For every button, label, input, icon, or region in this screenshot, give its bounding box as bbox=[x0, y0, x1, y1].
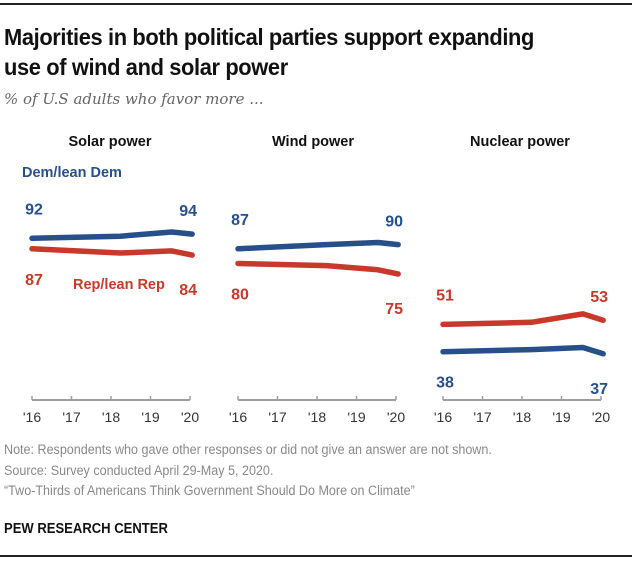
note-text: Note: Respondents who gave other respons… bbox=[4, 442, 492, 457]
bottom-rule bbox=[0, 555, 632, 557]
start-value-label: 80 bbox=[231, 287, 249, 304]
x-tick-label: '19 bbox=[347, 409, 365, 425]
title-line-2: use of wind and solar power bbox=[4, 54, 288, 80]
x-tick-label: '16 bbox=[23, 409, 41, 425]
footnotes: Note: Respondents who gave other respons… bbox=[4, 440, 492, 502]
x-tick-label: '18 bbox=[308, 409, 326, 425]
panel-title: Wind power bbox=[272, 134, 354, 150]
start-value-label: 92 bbox=[25, 201, 43, 218]
end-value-label: 94 bbox=[179, 203, 197, 220]
x-tick-label: '16 bbox=[229, 409, 247, 425]
start-value-label: 38 bbox=[436, 375, 454, 392]
top-rule bbox=[0, 3, 632, 5]
end-value-label: 37 bbox=[590, 381, 608, 398]
end-value-label: 53 bbox=[590, 289, 608, 306]
panel-title: Solar power bbox=[69, 134, 152, 150]
rep-line bbox=[235, 260, 401, 277]
x-tick-label: '17 bbox=[62, 409, 80, 425]
x-tick-label: '18 bbox=[102, 409, 120, 425]
dem-line bbox=[29, 229, 195, 242]
dem-line bbox=[235, 239, 401, 252]
start-value-label: 87 bbox=[231, 212, 249, 229]
x-tick-label: '20 bbox=[181, 409, 199, 425]
report-title: “Two-Thirds of Americans Think Governmen… bbox=[4, 483, 415, 498]
dem-line bbox=[440, 344, 606, 357]
x-tick-label: '17 bbox=[268, 409, 286, 425]
x-tick-label: '20 bbox=[387, 409, 405, 425]
title-line-1: Majorities in both political parties sup… bbox=[4, 24, 534, 50]
end-value-label: 90 bbox=[385, 214, 403, 231]
x-tick-label: '18 bbox=[513, 409, 531, 425]
x-tick-label: '17 bbox=[473, 409, 491, 425]
chart-title: Majorities in both political parties sup… bbox=[4, 22, 590, 82]
start-value-label: 51 bbox=[436, 287, 454, 304]
brand-logo-text: PEW RESEARCH CENTER bbox=[4, 521, 168, 537]
x-tick-label: '20 bbox=[592, 409, 610, 425]
source-text: Source: Survey conducted April 29-May 5,… bbox=[4, 462, 274, 478]
rep-line bbox=[440, 311, 606, 328]
start-value-label: 87 bbox=[25, 272, 43, 289]
small-multiples-chart: Solar power '16 '17 '18 '19 '20 92 94 Dem/lean D… bbox=[22, 134, 610, 425]
chart-subtitle: % of U.S adults who favor more ... bbox=[4, 90, 264, 108]
series-name-label: Rep/lean Rep bbox=[73, 277, 165, 293]
end-value-label: 75 bbox=[385, 301, 403, 318]
end-value-label: 84 bbox=[179, 282, 197, 299]
x-tick-label: '19 bbox=[141, 409, 159, 425]
x-tick-label: '16 bbox=[434, 409, 452, 425]
panel-title: Nuclear power bbox=[470, 134, 570, 150]
x-tick-label: '19 bbox=[552, 409, 570, 425]
series-name-label: Dem/lean Dem bbox=[22, 165, 122, 181]
rep-line bbox=[29, 246, 195, 258]
